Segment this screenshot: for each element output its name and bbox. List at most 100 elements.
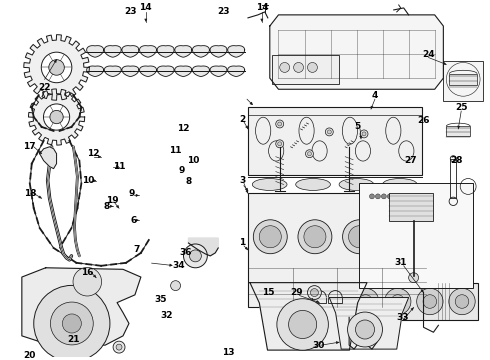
Circle shape (184, 244, 207, 268)
Circle shape (171, 281, 180, 291)
Circle shape (355, 320, 374, 339)
Ellipse shape (339, 179, 374, 190)
Text: 12: 12 (87, 149, 99, 158)
Text: 24: 24 (422, 50, 435, 59)
Polygon shape (175, 66, 192, 77)
Circle shape (369, 194, 374, 199)
Text: 30: 30 (312, 341, 324, 350)
Circle shape (277, 299, 328, 350)
Circle shape (308, 152, 312, 156)
Text: 36: 36 (179, 248, 192, 257)
Polygon shape (40, 147, 56, 168)
Circle shape (381, 194, 386, 199)
Polygon shape (175, 46, 192, 57)
Polygon shape (189, 238, 218, 256)
Polygon shape (193, 46, 209, 57)
Circle shape (116, 344, 122, 350)
Text: 13: 13 (222, 348, 234, 357)
Circle shape (50, 111, 63, 124)
Circle shape (393, 226, 415, 248)
Circle shape (50, 302, 93, 345)
Polygon shape (22, 268, 141, 345)
Text: 10: 10 (82, 176, 95, 185)
Bar (359, 184, 473, 288)
Circle shape (73, 267, 101, 296)
Text: 31: 31 (394, 258, 407, 267)
Text: 8: 8 (103, 202, 109, 211)
Circle shape (253, 220, 287, 254)
Circle shape (449, 288, 475, 315)
Circle shape (276, 120, 284, 128)
Circle shape (276, 140, 284, 148)
Circle shape (304, 226, 326, 248)
Circle shape (320, 288, 346, 315)
Text: 25: 25 (455, 103, 467, 112)
Text: 9: 9 (178, 166, 185, 175)
Circle shape (391, 295, 405, 308)
Polygon shape (157, 46, 174, 57)
Circle shape (311, 289, 319, 297)
Circle shape (416, 288, 443, 315)
Bar (272, 55, 339, 84)
Circle shape (308, 285, 321, 300)
Text: 15: 15 (262, 288, 274, 297)
Bar (449, 74, 477, 85)
Polygon shape (228, 66, 245, 77)
Text: 17: 17 (24, 142, 36, 151)
Circle shape (34, 285, 110, 360)
Polygon shape (28, 89, 85, 145)
Ellipse shape (295, 179, 330, 190)
Polygon shape (140, 66, 156, 77)
Circle shape (298, 220, 332, 254)
Text: 26: 26 (417, 117, 430, 126)
Circle shape (455, 295, 469, 308)
Text: 33: 33 (396, 313, 409, 322)
Polygon shape (193, 66, 209, 77)
Circle shape (385, 288, 411, 315)
Polygon shape (122, 46, 139, 57)
Circle shape (359, 295, 372, 308)
Text: 14: 14 (140, 4, 152, 13)
Text: 27: 27 (404, 156, 417, 165)
Text: 7: 7 (134, 246, 140, 255)
Polygon shape (24, 35, 89, 100)
Circle shape (423, 295, 437, 308)
Text: 5: 5 (354, 122, 360, 131)
Text: 10: 10 (187, 156, 199, 165)
Polygon shape (270, 15, 443, 89)
Bar (443, 62, 483, 101)
Circle shape (347, 312, 383, 347)
Bar (248, 107, 421, 175)
Text: 22: 22 (38, 83, 51, 92)
Circle shape (44, 104, 70, 130)
Bar (318, 283, 478, 320)
Bar (248, 193, 426, 307)
Polygon shape (104, 46, 121, 57)
Circle shape (387, 220, 421, 254)
Circle shape (348, 226, 370, 248)
Text: 12: 12 (177, 125, 190, 134)
Text: 18: 18 (24, 189, 36, 198)
Circle shape (387, 194, 392, 199)
Circle shape (362, 132, 366, 136)
Polygon shape (250, 283, 367, 350)
Polygon shape (140, 46, 156, 57)
Circle shape (278, 142, 282, 146)
Text: 20: 20 (24, 351, 36, 360)
Circle shape (294, 63, 303, 72)
Text: 23: 23 (217, 8, 229, 17)
Ellipse shape (383, 179, 417, 190)
Text: 23: 23 (124, 8, 137, 17)
Circle shape (62, 314, 81, 333)
Text: 19: 19 (106, 196, 119, 205)
Text: 2: 2 (239, 114, 245, 123)
Text: 29: 29 (290, 288, 303, 297)
Polygon shape (87, 66, 103, 77)
Circle shape (409, 273, 418, 283)
Circle shape (289, 310, 317, 338)
Circle shape (278, 122, 282, 126)
Bar (389, 193, 434, 221)
Circle shape (113, 341, 125, 353)
Text: 3: 3 (239, 176, 245, 185)
Polygon shape (122, 66, 139, 77)
